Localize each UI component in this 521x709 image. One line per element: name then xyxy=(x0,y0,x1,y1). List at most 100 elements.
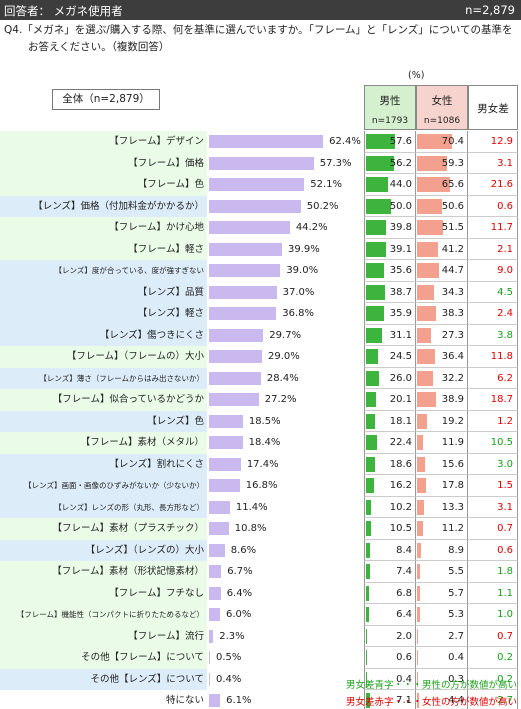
diff-value: 0.6 xyxy=(497,544,513,556)
chart-row: 【フレーム】フチなし 6.4% 6.8 5.7 1.1 xyxy=(0,582,521,604)
female-cell: 19.2 xyxy=(416,410,468,432)
male-column-header: 男性 n=1793 xyxy=(364,85,416,130)
total-value-label: 29.0% xyxy=(268,351,300,362)
category-label: 【フレーム】機能性（コンパクトに折りたためるなど） xyxy=(0,604,207,626)
category-label: 【レンズ】割れにくさ xyxy=(0,453,207,475)
female-value: 11.9 xyxy=(441,437,464,448)
diff-cell: 11.8 xyxy=(468,346,518,368)
female-bar xyxy=(417,370,434,386)
male-cell: 22.4 xyxy=(364,432,416,454)
female-value: 15.6 xyxy=(441,458,464,470)
diff-value: 9.0 xyxy=(497,265,513,276)
diff-cell: 1.0 xyxy=(468,604,518,626)
female-value: 70.4 xyxy=(441,136,464,147)
chart-row: その他【フレーム】について 0.5% 0.6 0.4 0.2 xyxy=(0,647,521,669)
diff-cell: 1.5 xyxy=(468,475,518,497)
diff-cell: 12.9 xyxy=(468,131,518,153)
category-label: 【レンズ】度が合っている、度が強すぎない xyxy=(0,260,207,282)
male-value: 56.2 xyxy=(389,157,412,169)
male-value: 39.8 xyxy=(389,222,412,233)
male-value: 22.4 xyxy=(389,437,412,448)
diff-value: 0.6 xyxy=(497,200,513,212)
male-value: 6.8 xyxy=(396,587,412,599)
male-value: 35.9 xyxy=(389,308,412,319)
male-value: 2.0 xyxy=(396,630,412,642)
diff-cell: 1.8 xyxy=(468,561,518,583)
diff-cell: 9.0 xyxy=(468,260,518,282)
male-bar xyxy=(366,478,375,493)
female-bar xyxy=(417,628,419,644)
male-bar xyxy=(366,456,376,472)
female-cell: 15.6 xyxy=(416,453,468,475)
diff-value: 0.2 xyxy=(497,652,513,663)
female-bar xyxy=(417,349,436,364)
female-column-header: 女性 n=1086 xyxy=(416,85,468,130)
female-bar xyxy=(417,607,420,622)
diff-value: 3.8 xyxy=(497,329,513,341)
chart-row: 【フレーム】（フレームの）大小 29.0% 24.5 36.4 11.8 xyxy=(0,346,521,368)
total-bar xyxy=(209,393,259,406)
percent-unit: (%) xyxy=(408,70,425,81)
chart-row: 【レンズ】薄さ（フレームからはみ出さないか） 28.4% 26.0 32.2 6.2 xyxy=(0,367,521,389)
total-bar xyxy=(209,694,221,707)
chart-row: 【フレーム】色 52.1% 44.0 65.6 21.6 xyxy=(0,174,521,196)
total-bar xyxy=(209,457,241,471)
male-bar xyxy=(366,564,370,579)
category-label: 【レンズ】傷つきにくさ xyxy=(0,324,207,346)
female-value: 0.4 xyxy=(448,652,464,663)
total-bar xyxy=(209,500,230,514)
male-cell: 38.7 xyxy=(364,281,416,303)
male-value: 16.2 xyxy=(389,480,412,491)
male-bar xyxy=(366,542,371,558)
total-bar xyxy=(209,307,277,320)
total-value-label: 57.3% xyxy=(319,157,352,169)
female-value: 4.4 xyxy=(448,695,464,706)
male-cell: 6.8 xyxy=(364,582,416,604)
female-value: 8.9 xyxy=(448,544,464,556)
male-value: 10.2 xyxy=(389,501,412,513)
total-value-label: 27.2% xyxy=(264,394,297,405)
male-header-n: n=1793 xyxy=(371,116,409,126)
female-cell: 5.5 xyxy=(416,561,468,583)
male-bar xyxy=(366,177,388,192)
category-label: 【フレーム】素材（形状記憶素材） xyxy=(0,561,207,583)
female-value: 34.3 xyxy=(441,286,464,298)
diff-cell: 2.4 xyxy=(468,303,518,325)
female-cell: 11.2 xyxy=(416,518,468,540)
female-cell: 11.9 xyxy=(416,432,468,454)
total-value-label: 62.4% xyxy=(329,136,361,147)
female-value: 19.2 xyxy=(441,415,464,427)
male-cell: 2.0 xyxy=(364,625,416,647)
female-cell: 5.7 xyxy=(416,582,468,604)
diff-cell: 3.8 xyxy=(468,324,518,346)
female-cell: 44.7 xyxy=(416,260,468,282)
female-cell: 36.4 xyxy=(416,346,468,368)
male-bar xyxy=(366,607,370,622)
category-label: 【フレーム】素材（メタル） xyxy=(0,432,207,454)
total-bar xyxy=(209,586,221,600)
category-label: 【フレーム】流行 xyxy=(0,625,207,647)
male-cell: 18.1 xyxy=(364,410,416,432)
total-bar xyxy=(209,242,282,256)
category-label: 【フレーム】素材（プラスチック） xyxy=(0,518,207,540)
diff-cell: 2.1 xyxy=(468,238,518,260)
total-value-label: 52.1% xyxy=(310,179,343,190)
total-value-label: 36.8% xyxy=(282,308,315,319)
female-bar xyxy=(417,327,431,343)
chart-row: 【レンズ】度が合っている、度が強すぎない 39.0% 35.6 44.7 9.0 xyxy=(0,260,521,282)
chart-row: 【フレーム】素材（プラスチック） 10.8% 10.5 11.2 0.7 xyxy=(0,518,521,540)
total-bar xyxy=(209,608,220,621)
male-value: 18.1 xyxy=(389,415,412,427)
chart-row: 【レンズ】軽さ 36.8% 35.9 38.3 2.4 xyxy=(0,303,521,325)
total-bar xyxy=(209,371,261,385)
male-bar xyxy=(366,392,377,407)
female-bar xyxy=(417,564,420,579)
female-cell: 70.4 xyxy=(416,131,468,153)
female-value: 65.6 xyxy=(441,179,464,190)
male-cell: 39.8 xyxy=(364,217,416,239)
female-bar xyxy=(417,521,423,536)
female-value: 51.5 xyxy=(441,222,464,233)
total-value-label: 28.4% xyxy=(266,372,299,384)
category-label: 【レンズ】価格（付加料金がかかるか） xyxy=(0,195,207,217)
female-bar xyxy=(417,177,450,192)
